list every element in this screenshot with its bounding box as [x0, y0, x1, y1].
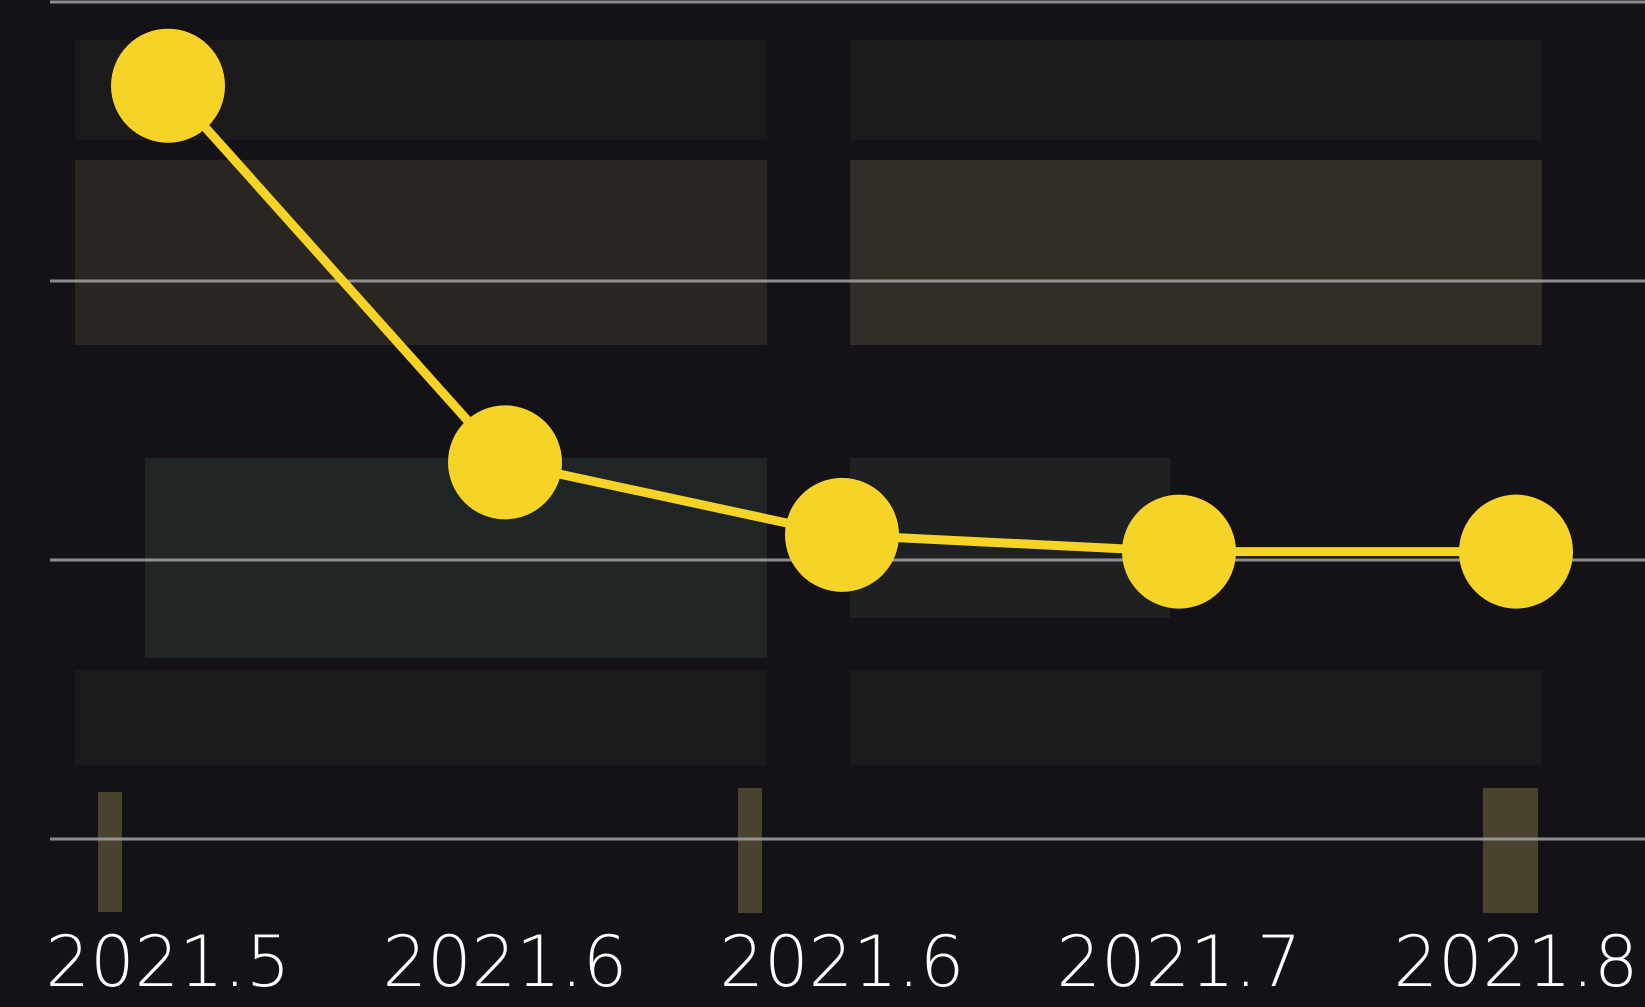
point	[785, 478, 899, 592]
x-tick-label: 2021.6	[383, 921, 628, 1003]
x-tick-label: 2021.8	[1394, 921, 1639, 1003]
x-tick-label: 2021.5	[46, 921, 291, 1003]
point	[448, 405, 562, 519]
x-tick-label: 2021.6	[720, 921, 965, 1003]
point	[1122, 495, 1236, 609]
chart: 2021.5 2021.6 2021.6 2021.7 2021.8	[0, 0, 1645, 1007]
point	[1459, 495, 1573, 609]
x-tick-label: 2021.7	[1057, 921, 1302, 1003]
point	[111, 29, 225, 143]
